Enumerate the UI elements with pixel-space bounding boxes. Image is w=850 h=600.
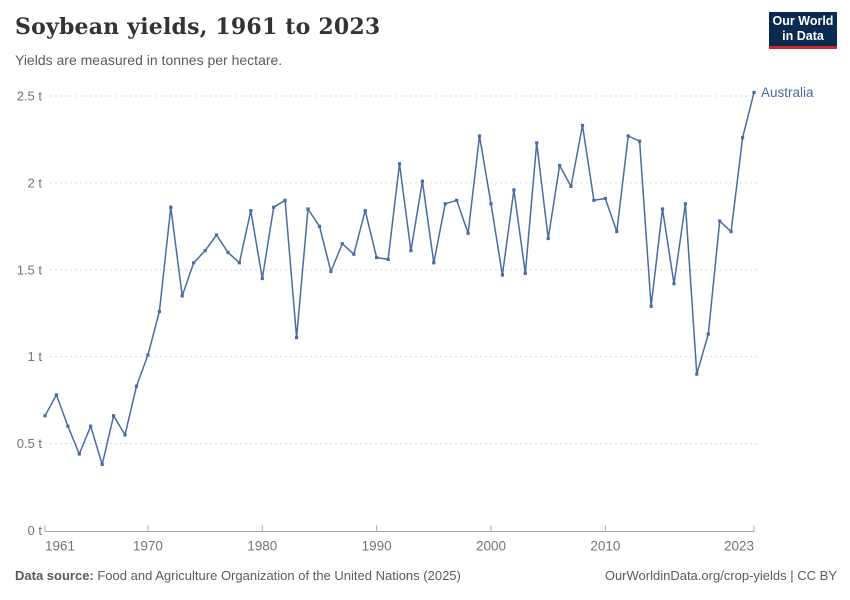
australia-markers [43,90,756,467]
y-axis-labels: 0 t 0.5 t 1 t 1.5 t 2 t 2.5 t [17,89,43,539]
chart-subtitle: Yields are measured in tonnes per hectar… [15,52,283,68]
x-axis-labels: 1961 1970 1980 1990 2000 2010 2023 [45,539,754,554]
owid-logo-line2: in Data [782,29,824,43]
x-tick-label: 2023 [724,539,754,554]
owid-logo[interactable]: Our World in Data [769,12,837,49]
x-tick-label: 1970 [133,539,163,554]
y-tick-label: 2.5 t [17,89,43,104]
x-tick-label: 2010 [590,539,620,554]
australia-line[interactable] [44,91,755,466]
gridlines [50,95,757,445]
y-tick-label: 1.5 t [17,262,43,277]
series-end-label[interactable]: Australia [761,85,814,100]
x-tick-label: 2000 [476,539,506,554]
x-tick-label: 1990 [362,539,392,554]
page-title: Soybean yields, 1961 to 2023 [15,14,381,40]
data-source: Data source: Food and Agriculture Organi… [15,568,461,583]
y-tick-label: 0.5 t [17,436,43,451]
x-tick-label: 1980 [247,539,277,554]
chart-footer: Data source: Food and Agriculture Organi… [15,568,837,583]
data-source-label: Data source: [15,568,94,583]
x-axis [44,525,755,532]
x-tick-label: 1961 [45,539,75,554]
y-tick-label: 2 t [28,175,43,190]
owid-logo-line1: Our World [772,14,834,28]
data-source-value: Food and Agriculture Organization of the… [93,568,461,583]
y-tick-label: 1 t [28,349,43,364]
attribution-link[interactable]: OurWorldinData.org/crop-yields | CC BY [604,568,837,583]
y-tick-label: 0 t [28,523,43,538]
